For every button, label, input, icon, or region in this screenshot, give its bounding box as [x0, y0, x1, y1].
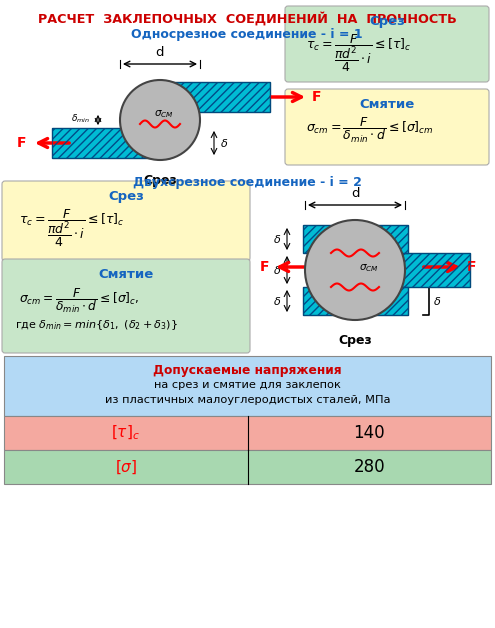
Text: $\delta$: $\delta$ — [433, 295, 441, 307]
Bar — [303, 287, 408, 315]
Text: F: F — [312, 90, 321, 104]
Bar — [303, 225, 408, 253]
Text: Срез: Срез — [338, 334, 372, 347]
Bar — [52, 128, 170, 158]
Text: Двухсрезное соединение - i = 2: Двухсрезное соединение - i = 2 — [133, 176, 361, 189]
Text: $\delta_{min}$: $\delta_{min}$ — [71, 113, 90, 125]
Text: d: d — [156, 46, 164, 59]
Circle shape — [120, 80, 200, 160]
Text: F: F — [16, 136, 26, 150]
Bar — [4, 416, 491, 450]
Bar — [303, 225, 408, 253]
Text: d: d — [351, 187, 359, 200]
Text: РАСЧЕТ  ЗАКЛЕПОЧНЫХ  СОЕДИНЕНИЙ  НА  ПРОЧНОСТЬ: РАСЧЕТ ЗАКЛЕПОЧНЫХ СОЕДИНЕНИЙ НА ПРОЧНОС… — [38, 12, 456, 26]
Text: F: F — [259, 260, 269, 274]
Text: Срез: Срез — [108, 190, 144, 203]
Text: $\sigma_{cm} = \dfrac{F}{\delta_{min} \cdot d} \leq [\sigma]_{cm}$: $\sigma_{cm} = \dfrac{F}{\delta_{min} \c… — [306, 116, 434, 145]
Bar — [303, 287, 408, 315]
Bar — [340, 253, 470, 287]
Text: из пластичных малоуглеродистых сталей, МПа: из пластичных малоуглеродистых сталей, М… — [105, 395, 390, 405]
Bar — [4, 450, 491, 484]
FancyBboxPatch shape — [285, 6, 489, 82]
Text: $\delta$: $\delta$ — [273, 264, 281, 276]
Bar — [340, 253, 470, 287]
Bar — [152, 82, 270, 112]
Text: Смятие: Смятие — [359, 98, 415, 111]
Text: Односрезное соединение - i = 1: Односрезное соединение - i = 1 — [131, 28, 363, 41]
Text: Допускаемые напряжения: Допускаемые напряжения — [153, 364, 342, 377]
Text: 280: 280 — [353, 458, 385, 476]
FancyBboxPatch shape — [2, 259, 250, 353]
Bar — [4, 356, 491, 416]
Text: $\sigma_{cm} = \dfrac{F}{\delta_{min} \cdot d} \leq [\sigma]_c,$: $\sigma_{cm} = \dfrac{F}{\delta_{min} \c… — [19, 286, 140, 315]
Text: где $\delta_{min} = min\{\delta_1,\ (\delta_2 + \delta_3)\}$: где $\delta_{min} = min\{\delta_1,\ (\de… — [15, 318, 178, 332]
Text: 140: 140 — [353, 424, 385, 442]
Text: $\delta$: $\delta$ — [220, 137, 228, 149]
FancyBboxPatch shape — [285, 89, 489, 165]
Text: $[\sigma]$: $[\sigma]$ — [114, 458, 137, 475]
Text: на срез и смятие для заклепок: на срез и смятие для заклепок — [154, 380, 341, 390]
Text: Срез: Срез — [143, 174, 177, 187]
FancyBboxPatch shape — [2, 181, 250, 261]
Text: $[\tau]_c$: $[\tau]_c$ — [111, 424, 140, 442]
Text: $\sigma_{CM}$: $\sigma_{CM}$ — [359, 262, 379, 274]
Bar — [152, 82, 270, 112]
Text: $\delta$: $\delta$ — [273, 233, 281, 245]
Text: Смятие: Смятие — [99, 268, 153, 281]
Text: $\tau_c = \dfrac{F}{\dfrac{\pi d^2}{4} \cdot i} \leq [\tau]_c$: $\tau_c = \dfrac{F}{\dfrac{\pi d^2}{4} \… — [306, 33, 411, 74]
Text: $\sigma_{CM}$: $\sigma_{CM}$ — [154, 108, 174, 120]
Text: Срез: Срез — [369, 15, 405, 28]
Text: F: F — [467, 260, 477, 274]
Bar — [52, 128, 170, 158]
Text: $\delta$: $\delta$ — [273, 295, 281, 307]
Circle shape — [305, 220, 405, 320]
Text: $\tau_c = \dfrac{F}{\dfrac{\pi d^2}{4} \cdot i} \leq [\tau]_c$: $\tau_c = \dfrac{F}{\dfrac{\pi d^2}{4} \… — [19, 208, 124, 249]
